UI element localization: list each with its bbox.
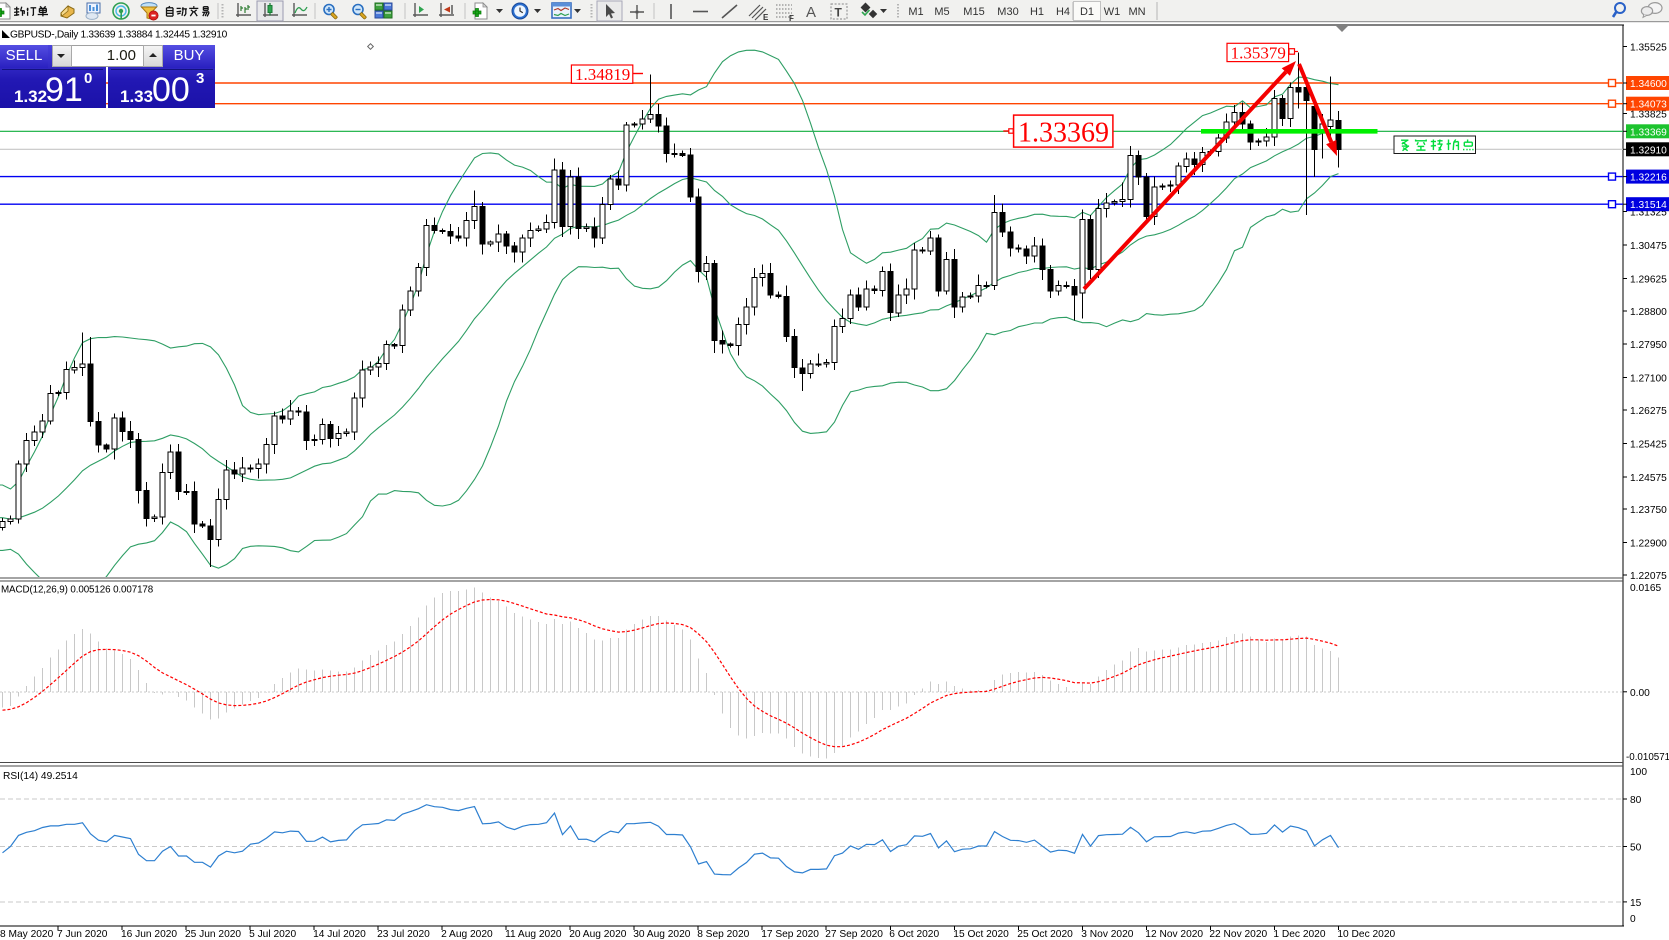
- svg-text:0.0165: 0.0165: [1630, 583, 1661, 594]
- svg-text:GBPUSD-,Daily 1.33639 1.33884: GBPUSD-,Daily 1.33639 1.33884 1.32445 1.…: [10, 30, 228, 41]
- svg-text:M30: M30: [997, 6, 1018, 18]
- svg-text:2 Aug 2020: 2 Aug 2020: [441, 929, 493, 940]
- svg-text:1.23750: 1.23750: [1630, 505, 1667, 516]
- svg-text:1.26275: 1.26275: [1630, 406, 1667, 417]
- svg-text:H4: H4: [1056, 6, 1070, 18]
- svg-text:27 Sep 2020: 27 Sep 2020: [825, 929, 883, 940]
- svg-text:20 Aug 2020: 20 Aug 2020: [569, 929, 627, 940]
- svg-text:1 Dec 2020: 1 Dec 2020: [1273, 929, 1325, 940]
- svg-text:1.22075: 1.22075: [1630, 571, 1667, 582]
- svg-text:1.34073: 1.34073: [1630, 100, 1667, 111]
- svg-text:T: T: [835, 6, 843, 20]
- svg-text:M5: M5: [934, 6, 949, 18]
- svg-text:-0.010571: -0.010571: [1626, 752, 1669, 763]
- svg-text:1.24575: 1.24575: [1630, 473, 1667, 484]
- svg-text:11 Aug 2020: 11 Aug 2020: [505, 929, 562, 940]
- svg-text:D1: D1: [1080, 6, 1094, 18]
- svg-text:25 Jun 2020: 25 Jun 2020: [185, 929, 241, 940]
- svg-text:6 Oct 2020: 6 Oct 2020: [889, 929, 939, 940]
- svg-text:25 Oct 2020: 25 Oct 2020: [1017, 929, 1073, 940]
- svg-text:1.30475: 1.30475: [1630, 241, 1667, 252]
- svg-text:50: 50: [1630, 843, 1642, 854]
- svg-text:7 Jun 2020: 7 Jun 2020: [57, 929, 108, 940]
- svg-text:1.33369: 1.33369: [1018, 118, 1109, 149]
- svg-text:1.34600: 1.34600: [1630, 79, 1667, 90]
- svg-text:1.33369: 1.33369: [1630, 127, 1667, 138]
- svg-text:1.29625: 1.29625: [1630, 274, 1667, 285]
- svg-text:8 May 2020: 8 May 2020: [0, 929, 54, 940]
- svg-text:12 Nov 2020: 12 Nov 2020: [1145, 929, 1203, 940]
- svg-text:14 Jul 2020: 14 Jul 2020: [313, 929, 366, 940]
- svg-text:17 Sep 2020: 17 Sep 2020: [761, 929, 819, 940]
- svg-text:M15: M15: [963, 6, 984, 18]
- svg-text:1.35379: 1.35379: [1231, 43, 1286, 62]
- svg-text:16 Jun 2020: 16 Jun 2020: [121, 929, 177, 940]
- svg-text:0.00: 0.00: [1630, 688, 1650, 699]
- svg-text:M1: M1: [908, 6, 923, 18]
- svg-text:0: 0: [1630, 914, 1636, 925]
- svg-text:1.33825: 1.33825: [1630, 109, 1667, 120]
- svg-text:3 Nov 2020: 3 Nov 2020: [1081, 929, 1133, 940]
- svg-text:1.31325: 1.31325: [1630, 208, 1667, 219]
- svg-text:5 Jul 2020: 5 Jul 2020: [249, 929, 296, 940]
- svg-text:F: F: [789, 14, 794, 23]
- svg-text:W1: W1: [1104, 6, 1121, 18]
- svg-text:1.34819: 1.34819: [575, 65, 630, 84]
- svg-text:1.27950: 1.27950: [1630, 340, 1667, 351]
- svg-text:15: 15: [1630, 898, 1642, 909]
- svg-text:1.31514: 1.31514: [1630, 200, 1667, 211]
- svg-text:MN: MN: [1128, 6, 1145, 18]
- svg-text:1.32216: 1.32216: [1630, 173, 1667, 184]
- svg-text:23 Jul 2020: 23 Jul 2020: [377, 929, 430, 940]
- svg-text:1.22900: 1.22900: [1630, 539, 1667, 550]
- svg-text:1.35525: 1.35525: [1630, 43, 1667, 54]
- svg-text:H1: H1: [1030, 6, 1044, 18]
- svg-text:E: E: [763, 13, 769, 22]
- svg-text:MACD(12,26,9) 0.005126 0.00717: MACD(12,26,9) 0.005126 0.007178: [1, 585, 154, 596]
- svg-text:1.32910: 1.32910: [1630, 145, 1667, 156]
- svg-text:A: A: [806, 4, 816, 21]
- svg-text:RSI(14) 49.2514: RSI(14) 49.2514: [3, 771, 78, 782]
- svg-text:80: 80: [1630, 795, 1642, 806]
- svg-text:10 Dec 2020: 10 Dec 2020: [1337, 929, 1395, 940]
- svg-text:100: 100: [1630, 767, 1647, 778]
- svg-text:8 Sep 2020: 8 Sep 2020: [697, 929, 749, 940]
- svg-text:22 Nov 2020: 22 Nov 2020: [1209, 929, 1267, 940]
- svg-text:1.27100: 1.27100: [1630, 374, 1667, 385]
- svg-text:15 Oct 2020: 15 Oct 2020: [953, 929, 1009, 940]
- svg-text:1.25425: 1.25425: [1630, 439, 1667, 450]
- svg-text:30 Aug 2020: 30 Aug 2020: [633, 929, 691, 940]
- svg-text:1.28800: 1.28800: [1630, 307, 1667, 318]
